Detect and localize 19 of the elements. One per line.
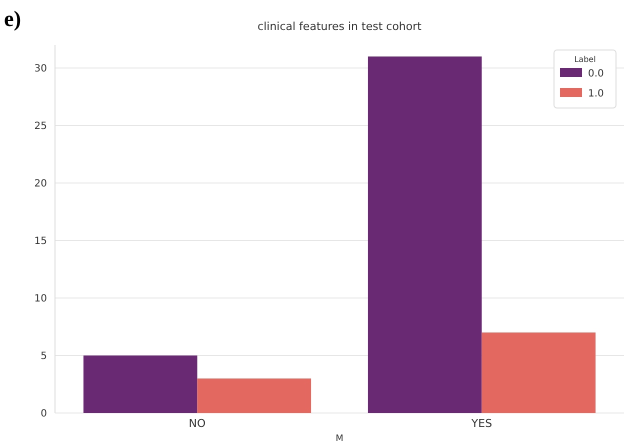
text: e) <box>4 6 22 31</box>
x-tick-label: YES <box>470 417 492 430</box>
y-tick-label: 10 <box>34 294 47 304</box>
bar <box>482 332 596 413</box>
y-tick-label: 30 <box>34 64 47 74</box>
y-tick-label: 25 <box>34 121 47 132</box>
legend-title: Label <box>574 55 596 64</box>
chart-title: clinical features in test cohort <box>258 20 422 33</box>
y-tick-label: 0 <box>40 408 47 420</box>
bar <box>368 56 482 413</box>
x-axis-title: M <box>336 434 344 444</box>
x-tick-label: NO <box>188 417 206 430</box>
legend-label: 1.0 <box>588 88 604 100</box>
legend-label: 0.0 <box>588 68 604 80</box>
bar <box>197 378 312 413</box>
bar <box>83 356 198 413</box>
y-tick-label: 20 <box>34 178 47 190</box>
y-tick-label: 15 <box>34 236 47 247</box>
y-tick-label: 5 <box>40 351 47 362</box>
